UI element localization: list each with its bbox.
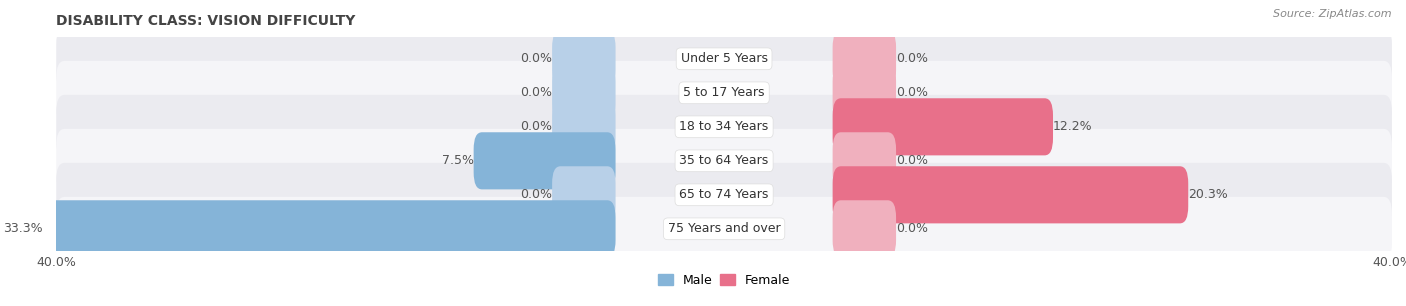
FancyBboxPatch shape: [56, 95, 1392, 159]
Text: 35 to 64 Years: 35 to 64 Years: [679, 154, 769, 167]
Legend: Male, Female: Male, Female: [652, 269, 796, 292]
FancyBboxPatch shape: [56, 27, 1392, 91]
Text: 0.0%: 0.0%: [520, 86, 553, 99]
FancyBboxPatch shape: [832, 132, 896, 189]
Text: 12.2%: 12.2%: [1053, 120, 1092, 133]
Text: 75 Years and over: 75 Years and over: [668, 222, 780, 235]
Text: 18 to 34 Years: 18 to 34 Years: [679, 120, 769, 133]
Text: Source: ZipAtlas.com: Source: ZipAtlas.com: [1274, 9, 1392, 19]
Text: 0.0%: 0.0%: [520, 52, 553, 65]
Text: 33.3%: 33.3%: [3, 222, 42, 235]
FancyBboxPatch shape: [553, 30, 616, 88]
Text: 0.0%: 0.0%: [896, 154, 928, 167]
FancyBboxPatch shape: [56, 61, 1392, 125]
Text: 0.0%: 0.0%: [896, 52, 928, 65]
FancyBboxPatch shape: [42, 200, 616, 257]
Text: 5 to 17 Years: 5 to 17 Years: [683, 86, 765, 99]
Text: 7.5%: 7.5%: [441, 154, 474, 167]
FancyBboxPatch shape: [832, 98, 1053, 155]
FancyBboxPatch shape: [832, 166, 1188, 223]
FancyBboxPatch shape: [832, 30, 896, 88]
Text: 0.0%: 0.0%: [896, 86, 928, 99]
FancyBboxPatch shape: [553, 166, 616, 223]
Text: 0.0%: 0.0%: [520, 188, 553, 201]
FancyBboxPatch shape: [832, 200, 896, 257]
FancyBboxPatch shape: [553, 98, 616, 155]
FancyBboxPatch shape: [832, 64, 896, 121]
Text: 20.3%: 20.3%: [1188, 188, 1227, 201]
FancyBboxPatch shape: [553, 64, 616, 121]
FancyBboxPatch shape: [56, 163, 1392, 227]
FancyBboxPatch shape: [474, 132, 616, 189]
Text: 0.0%: 0.0%: [896, 222, 928, 235]
Text: Under 5 Years: Under 5 Years: [681, 52, 768, 65]
Text: 0.0%: 0.0%: [520, 120, 553, 133]
Text: DISABILITY CLASS: VISION DIFFICULTY: DISABILITY CLASS: VISION DIFFICULTY: [56, 14, 356, 28]
FancyBboxPatch shape: [56, 197, 1392, 261]
Text: 65 to 74 Years: 65 to 74 Years: [679, 188, 769, 201]
FancyBboxPatch shape: [56, 129, 1392, 193]
